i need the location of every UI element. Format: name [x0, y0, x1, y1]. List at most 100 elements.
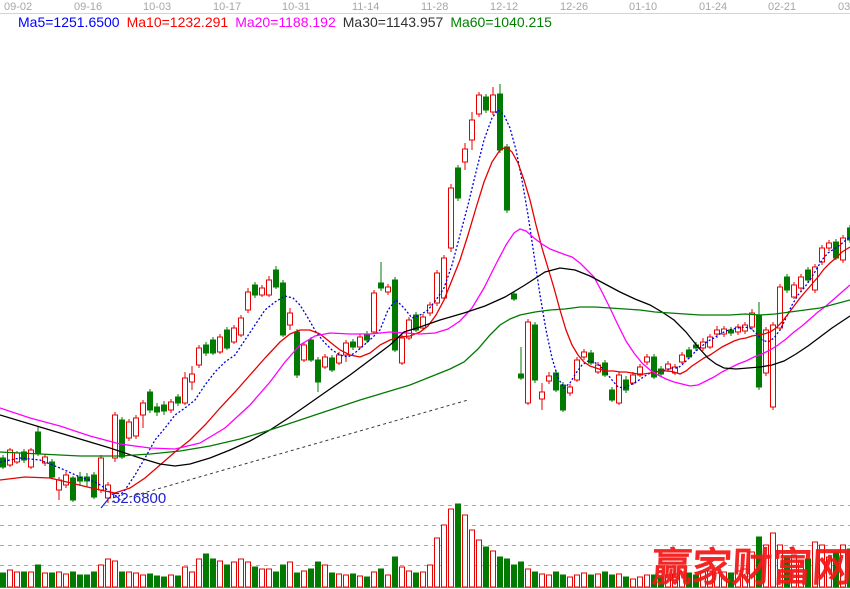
ma5-line — [0, 109, 850, 498]
candle-body — [399, 337, 405, 364]
date-label: 10-31 — [282, 1, 311, 13]
candle-body — [539, 391, 545, 400]
volume-bar — [791, 554, 797, 588]
volume-bar — [847, 548, 850, 588]
volume-bar — [392, 556, 398, 588]
volume-bar — [336, 573, 342, 588]
volume-bar — [672, 573, 678, 588]
candle-body — [497, 93, 503, 151]
volume-bar — [448, 508, 454, 588]
date-label: 10-17 — [213, 1, 242, 13]
volume-bar — [63, 573, 69, 588]
volume-bar — [763, 544, 769, 588]
candle-body — [182, 377, 188, 404]
candle-body — [133, 417, 139, 437]
candle-body — [441, 257, 447, 299]
candle-body — [196, 347, 202, 366]
volume-bar — [546, 574, 552, 588]
volume-bar — [7, 569, 13, 588]
volume-bar — [203, 553, 209, 588]
candle-body — [784, 276, 790, 291]
candle-body — [70, 477, 76, 501]
candle-body — [42, 456, 48, 464]
volume-bar — [700, 571, 706, 588]
volume-bar — [595, 573, 601, 588]
volume-bar — [378, 568, 384, 588]
candle-body — [259, 287, 265, 296]
site-watermark: 赢家财富网 — [650, 544, 850, 589]
volume-bar — [602, 571, 608, 588]
volume-bar — [238, 558, 244, 588]
candle-body — [546, 375, 552, 382]
volume-bar — [231, 561, 237, 588]
candle-body — [560, 384, 566, 411]
volume-bar — [224, 564, 230, 588]
candle-body — [490, 94, 496, 113]
ma20-line — [0, 228, 850, 450]
candle-body — [749, 312, 755, 328]
candle-body — [245, 291, 251, 311]
volume-bar — [679, 571, 685, 588]
candle-body — [378, 282, 384, 289]
candle-body — [686, 349, 692, 358]
candle-body — [189, 373, 195, 383]
candle-body — [665, 363, 671, 370]
volume-bar — [651, 574, 657, 588]
candle-body — [777, 286, 783, 329]
volume-bar — [833, 551, 839, 588]
candle-body — [0, 457, 6, 468]
candle-body — [427, 304, 433, 314]
volume-bar — [154, 575, 160, 588]
volume-bar — [574, 574, 580, 588]
ma30-line — [0, 267, 850, 467]
volume-bar — [329, 572, 335, 588]
volume-bar — [133, 572, 139, 588]
volume-bar — [609, 574, 615, 588]
volume-bar — [504, 558, 510, 588]
volume-bar — [462, 514, 468, 588]
volume-bar — [371, 571, 377, 588]
volume-bar — [210, 558, 216, 588]
ma60-label: Ma60=1040.215 — [450, 14, 552, 30]
candle-body — [805, 269, 811, 281]
volume-bar — [252, 566, 258, 588]
volume-bar — [385, 574, 391, 588]
volume-bar — [581, 572, 587, 588]
volume-bar — [658, 576, 664, 588]
volume-bar — [182, 566, 188, 588]
candle-body — [574, 359, 580, 381]
volume-bar — [798, 561, 804, 588]
volume-bar — [77, 574, 83, 588]
date-label: 12-12 — [490, 1, 519, 13]
volume-bar — [21, 571, 27, 588]
candle-body — [63, 474, 69, 486]
volume-bar — [630, 578, 636, 588]
candle-body — [623, 379, 629, 391]
candle-body — [280, 282, 286, 336]
candle-body — [791, 284, 797, 298]
candle-body — [588, 352, 594, 364]
volume-bar — [119, 571, 125, 588]
candle-body — [21, 451, 27, 461]
trendline — [111, 399, 469, 503]
date-label: 12-26 — [560, 1, 589, 13]
volume-bar — [266, 568, 272, 588]
volume-bar — [399, 566, 405, 588]
candle-body — [56, 479, 62, 491]
candle-body — [434, 272, 440, 304]
candle-body — [7, 449, 13, 466]
volume-bar — [175, 575, 181, 588]
candle-body — [252, 284, 258, 296]
volume-bar — [168, 574, 174, 588]
candle-body — [308, 339, 314, 361]
candle-body — [91, 474, 97, 498]
candle-body — [728, 329, 734, 334]
ma20-label: Ma20=1188.192 — [235, 14, 336, 30]
volume-bar — [749, 551, 755, 588]
volume-bar — [70, 571, 76, 588]
volume-bar — [196, 558, 202, 588]
candle-body — [644, 356, 650, 363]
volume-bar — [35, 564, 41, 588]
candle-body — [231, 327, 237, 343]
